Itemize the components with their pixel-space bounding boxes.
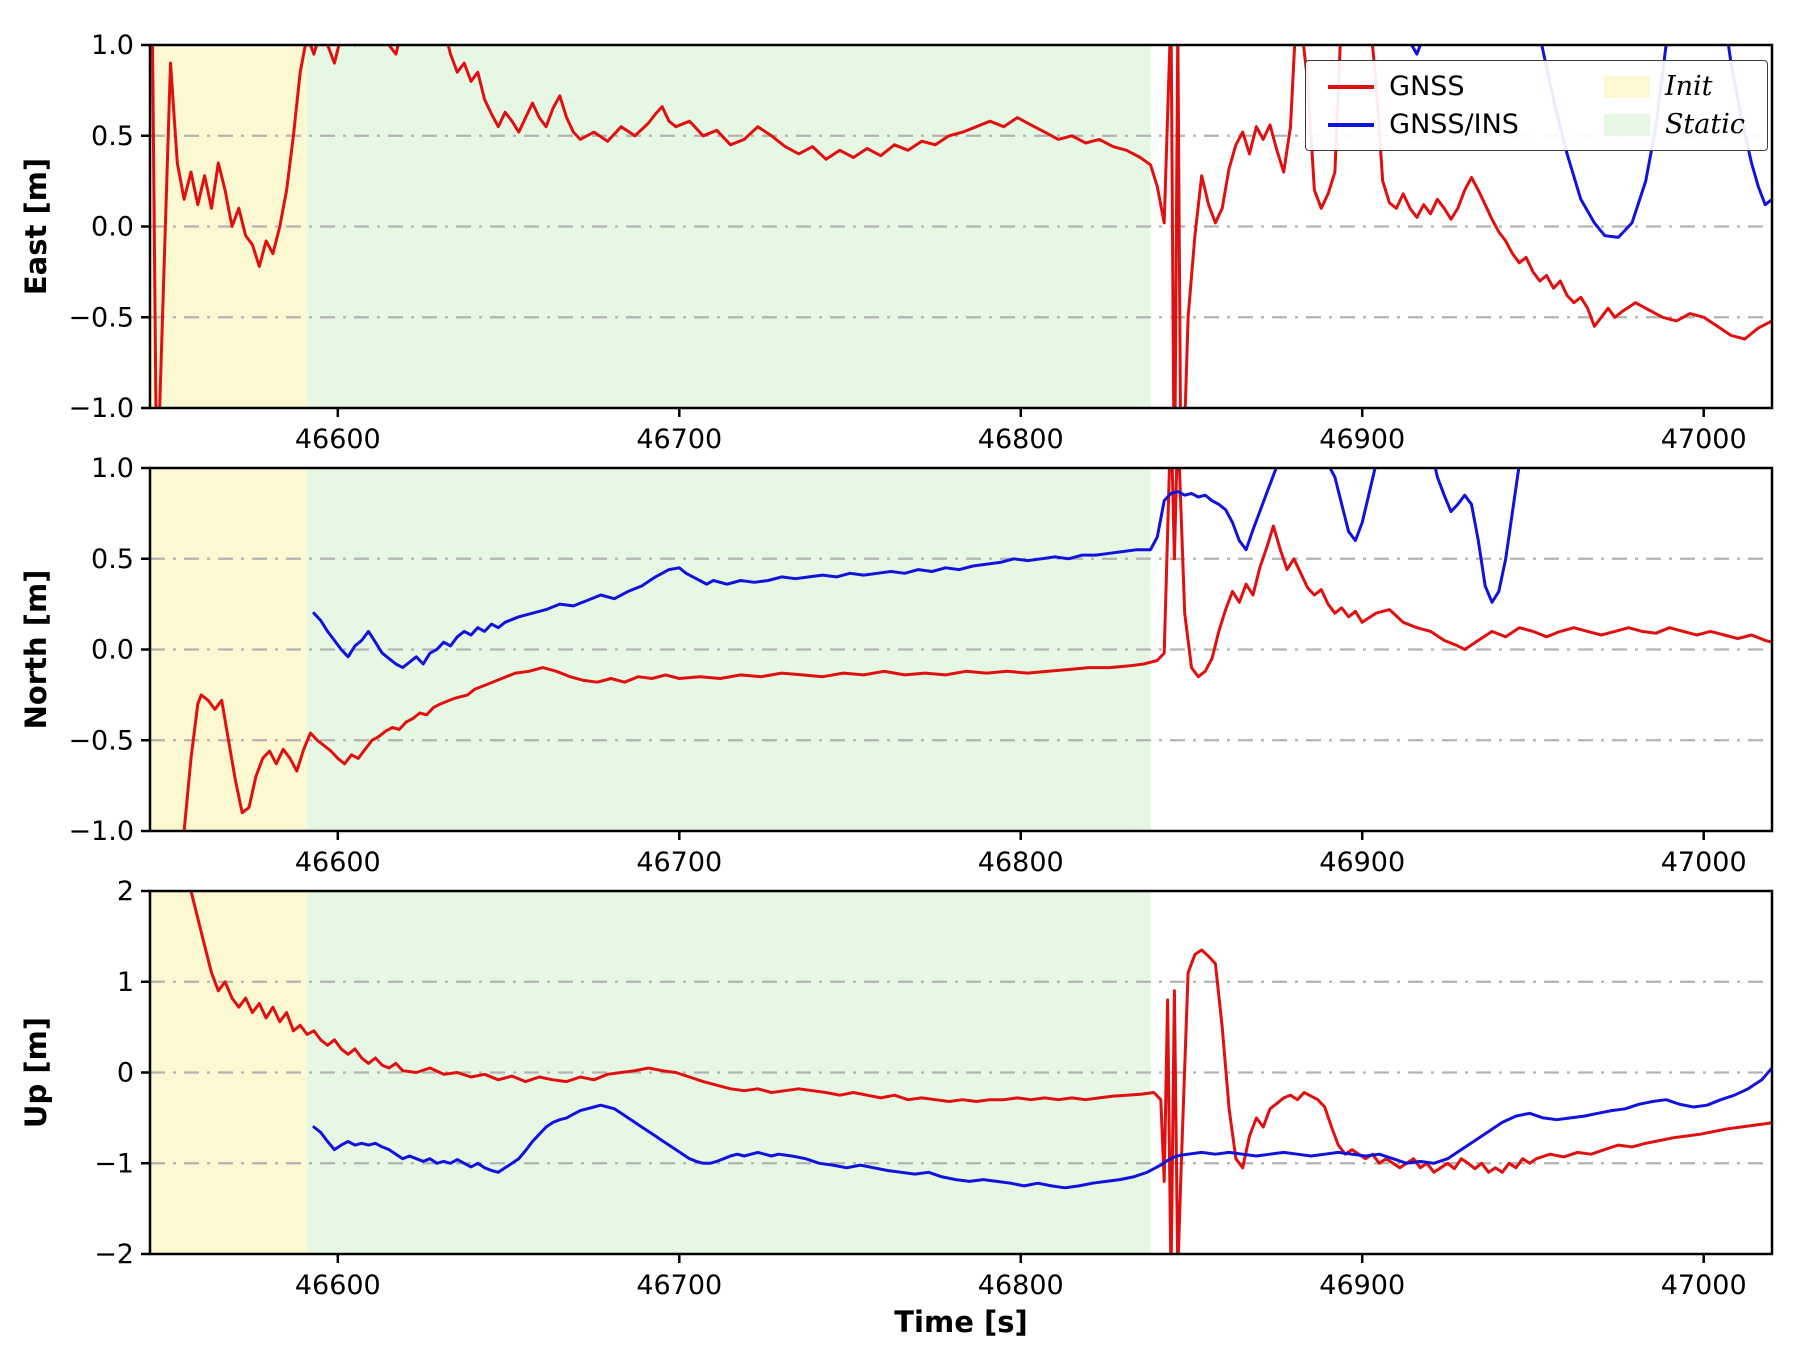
legend: GNSS Init GNSS/INS Static (1305, 60, 1768, 152)
x-tick-label: 46700 (636, 424, 722, 455)
legend-entry-init: Init (1603, 71, 1745, 102)
x-tick-label: 46800 (978, 424, 1064, 455)
static-patch-swatch (1603, 113, 1650, 136)
y-tick-label: −1.0 (68, 393, 134, 424)
x-tick-label: 46700 (636, 847, 722, 878)
y-tick-label: 0.5 (91, 544, 134, 575)
y-axis-label-north: North [m] (19, 570, 53, 730)
gnss-series-line (182, 468, 1772, 831)
gnss-line-swatch (1328, 84, 1375, 89)
legend-label-gnss: GNSS (1389, 71, 1465, 102)
y-tick-label: 1 (117, 967, 134, 998)
gnss-series-line (189, 891, 1772, 1254)
x-tick-label: 46800 (978, 1270, 1064, 1301)
legend-entry-gnss-ins: GNSS/INS (1328, 109, 1519, 140)
y-tick-label: 1.0 (91, 30, 134, 61)
x-tick-label: 46700 (636, 1270, 722, 1301)
x-tick-label: 46900 (1319, 847, 1405, 878)
gnss-ins-series-line (312, 468, 1521, 670)
x-tick-label: 46600 (295, 847, 381, 878)
y-axis-label-east: East [m] (19, 158, 53, 295)
subplot-east: 46600 46700 46800 46900 47000 1.0 0.5 0.0 −0.5 −1… (19, 30, 1774, 455)
y-tick-label: 0.0 (91, 212, 134, 243)
x-tick-label: 46800 (978, 847, 1064, 878)
x-tick-label: 47000 (1661, 847, 1747, 878)
y-axis-label-up: Up [m] (19, 1017, 53, 1128)
init-patch-swatch (1603, 75, 1650, 98)
x-axis-label: Time [s] (894, 1305, 1027, 1339)
y-tick-label: −1.0 (68, 816, 134, 847)
y-tick-label: −0.5 (68, 725, 134, 756)
subplot-up: 46600 46700 46800 46900 47000 2 1 0 −1 −2 Up [m] (19, 876, 1774, 1301)
y-tick-label: 2 (117, 876, 134, 907)
x-tick-label: 46600 (295, 424, 381, 455)
y-tick-label: 0 (117, 1058, 134, 1089)
gnss-ins-series-line (312, 1066, 1772, 1190)
y-tick-label: −0.5 (68, 302, 134, 333)
y-tick-label: 0.0 (91, 635, 134, 666)
y-tick-label: 0.5 (91, 121, 134, 152)
x-tick-label: 46900 (1319, 1270, 1405, 1301)
legend-entry-static: Static (1603, 109, 1745, 141)
gnss-ins-line-swatch (1328, 122, 1375, 127)
x-tick-label: 46900 (1319, 424, 1405, 455)
y-tick-label: 1.0 (91, 453, 134, 484)
gnss-series-line (151, 45, 1772, 408)
y-tick-label: −1 (94, 1148, 134, 1179)
legend-label-static: Static (1664, 109, 1745, 141)
legend-entry-gnss: GNSS (1328, 71, 1519, 102)
legend-label-gnss-ins: GNSS/INS (1389, 109, 1519, 141)
x-tick-label: 47000 (1661, 424, 1747, 455)
y-tick-label: −2 (94, 1239, 134, 1270)
subplot-north: 46600 46700 46800 46900 47000 1.0 0.5 0.0 −0.5 −1… (19, 453, 1774, 878)
x-tick-label: 47000 (1661, 1270, 1747, 1301)
x-tick-label: 46600 (295, 1270, 381, 1301)
legend-label-init: Init (1664, 71, 1713, 102)
